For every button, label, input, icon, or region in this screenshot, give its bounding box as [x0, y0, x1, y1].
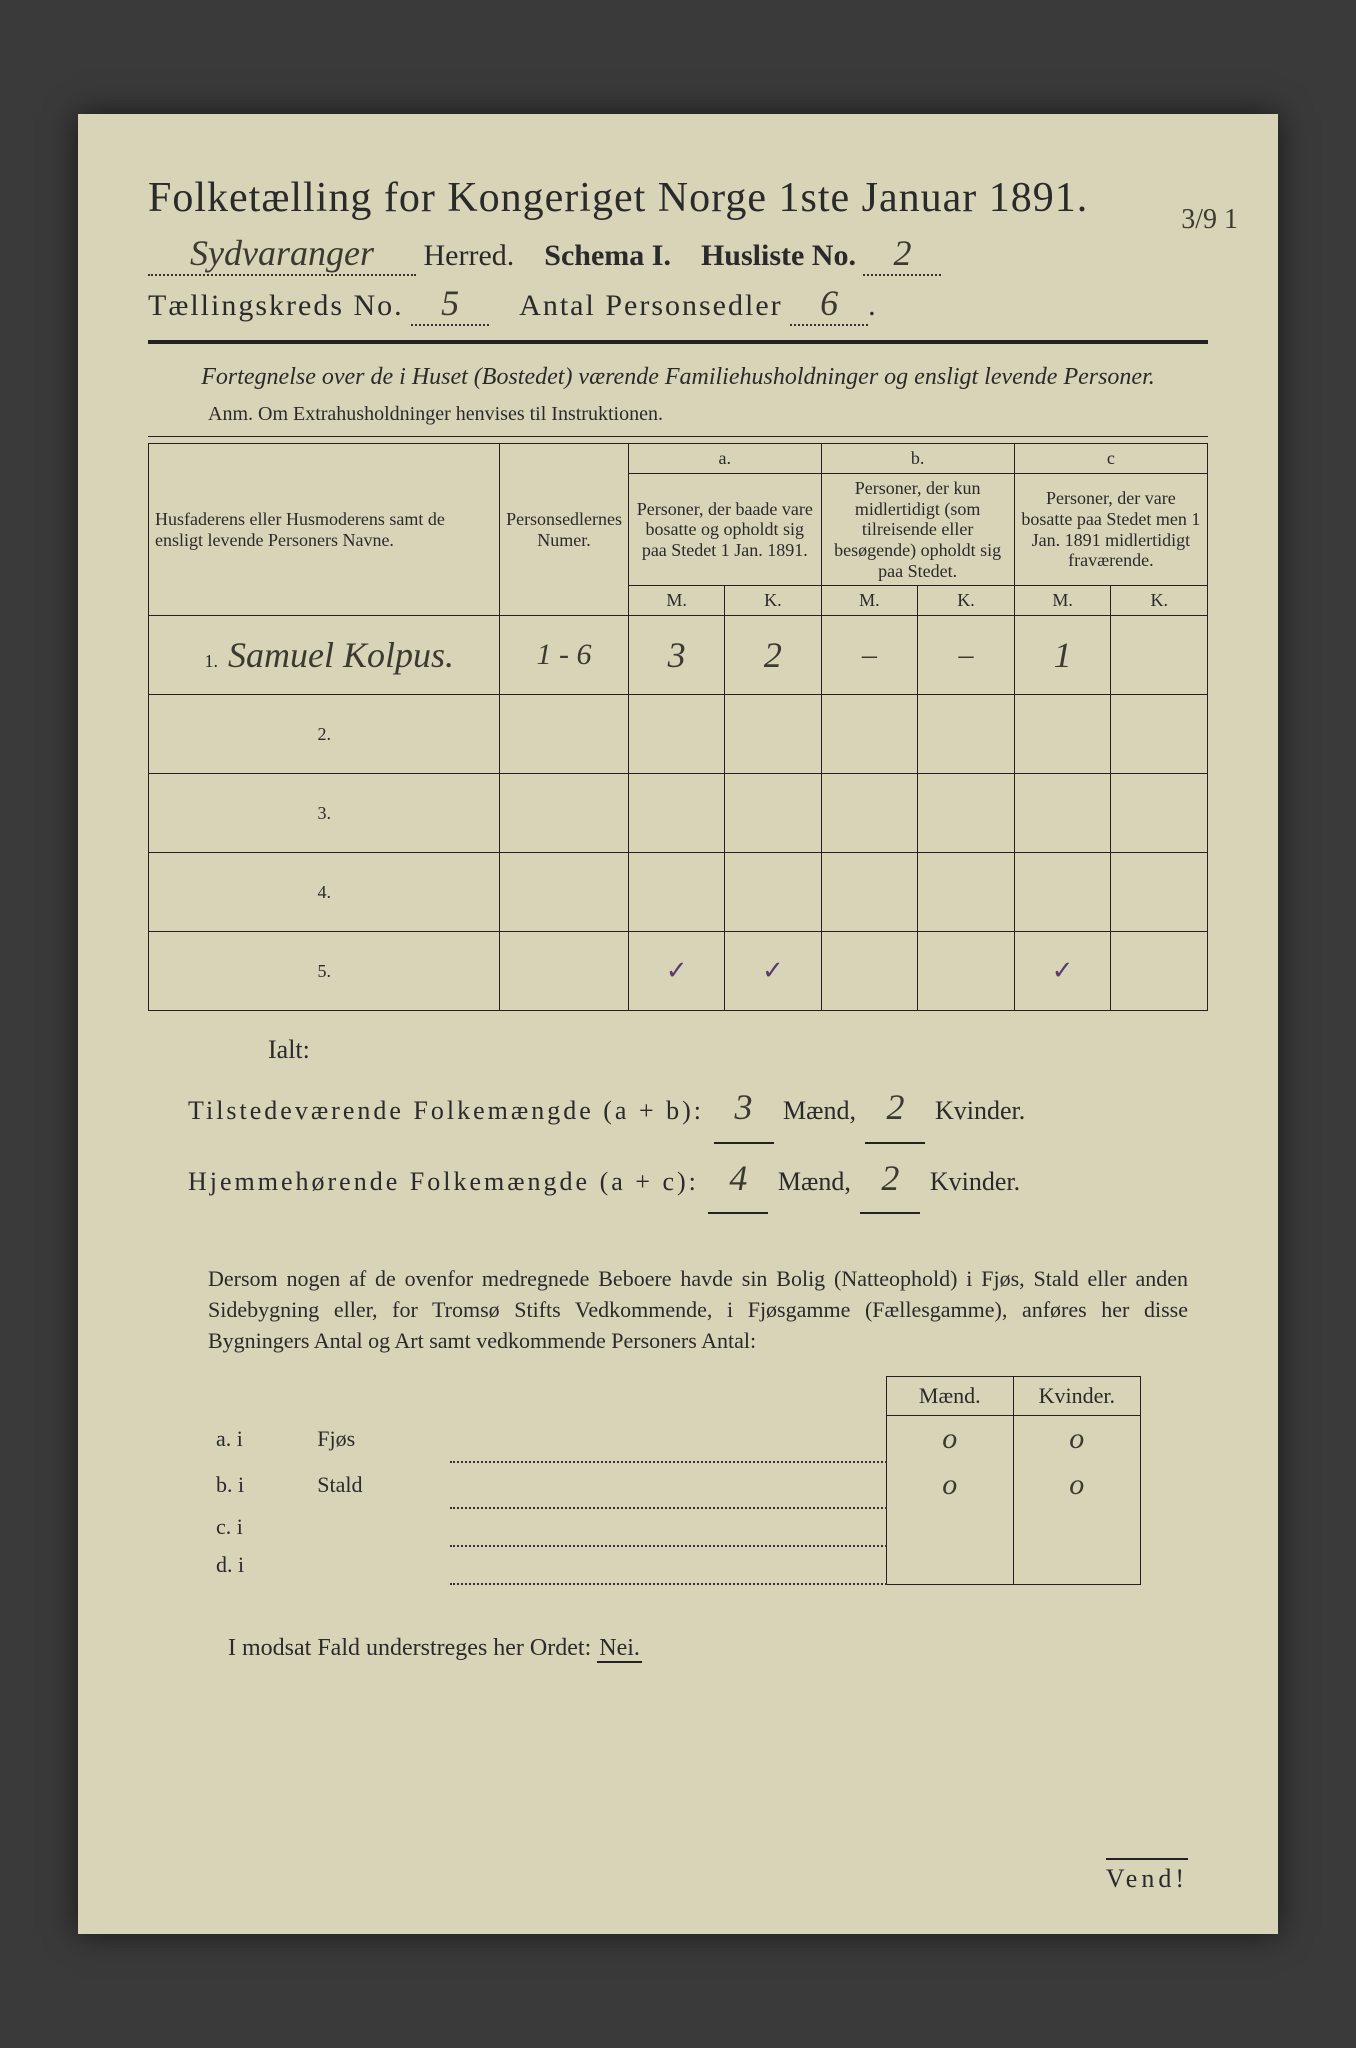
th-a-text: Personer, der baade vare bosatte og opho… [629, 473, 822, 585]
th-c-k: K. [1111, 586, 1208, 616]
total-line-ab: Tilstedeværende Folkemængde (a + b): 3 M… [188, 1073, 1208, 1143]
bld-name: Stald [309, 1462, 450, 1508]
total-ac-label: Hjemmehørende Folkemængde (a + c): [188, 1167, 699, 1196]
nei-text: I modsat Fald understreges her Ordet: [228, 1635, 591, 1661]
total-ac-k: 2 [860, 1144, 920, 1214]
ialt-label: Ialt: [268, 1035, 1208, 1065]
kvinder-label: Kvinder. [930, 1167, 1020, 1196]
page-title: Folketælling for Kongeriget Norge 1ste J… [148, 174, 1208, 222]
th-a-label: a. [629, 444, 822, 474]
cell: 1 [1054, 634, 1072, 676]
total-line-ac: Hjemmehørende Folkemængde (a + c): 4 Mæn… [188, 1144, 1208, 1214]
th-a-k: K. [725, 586, 821, 616]
herred-name-field: Sydvaranger [148, 232, 416, 276]
bld-head-m: Mænd. [886, 1377, 1013, 1416]
bld-m: o [942, 1422, 957, 1455]
row-num: 4. [307, 882, 331, 903]
herred-label: Herred. [424, 239, 515, 272]
th-c-text: Personer, der vare bosatte paa Stedet me… [1014, 473, 1207, 585]
bld-row: b. i Stald o o [208, 1462, 1140, 1508]
husliste-no-field: 2 [863, 232, 941, 276]
kvinder-label: Kvinder. [935, 1096, 1025, 1125]
table-row: 2. [149, 695, 1208, 774]
cell: 2 [764, 634, 782, 676]
bld-lab: c. i [208, 1508, 309, 1546]
cell: 3 [668, 634, 686, 676]
antal-field: 6 [790, 282, 868, 326]
anm-note: Anm. Om Extrahusholdninger henvises til … [208, 403, 1208, 426]
cell: – [862, 638, 877, 671]
totals-block: Tilstedeværende Folkemængde (a + b): 3 M… [188, 1073, 1208, 1214]
total-ab-label: Tilstedeværende Folkemængde (a + b): [188, 1096, 704, 1125]
divider [148, 340, 1208, 344]
husliste-label: Husliste No. [701, 239, 856, 272]
subtitle: Fortegnelse over de i Huset (Bostedet) v… [188, 362, 1168, 393]
nei-word: Nei. [597, 1635, 642, 1663]
kreds-no-field: 5 [411, 282, 489, 326]
tick-mark: ✓ [762, 956, 784, 985]
bld-name: Fjøs [309, 1416, 450, 1463]
bld-row: c. i [208, 1508, 1140, 1546]
th-b-m: M. [821, 586, 918, 616]
total-ac-m: 4 [708, 1144, 768, 1214]
tick-mark: ✓ [1052, 956, 1074, 985]
table-row: 5. ✓ ✓ ✓ [149, 932, 1208, 1011]
tick-mark: ✓ [666, 956, 688, 985]
antal-label: Antal Personsedler [519, 289, 782, 322]
row-name: Samuel Kolpus. [228, 634, 454, 676]
table-row: 4. [149, 853, 1208, 932]
schema-label: Schema I. [544, 239, 671, 272]
table-row: 3. [149, 774, 1208, 853]
table-row: 1. Samuel Kolpus. 1 - 6 3 2 – – 1 [149, 616, 1208, 695]
building-paragraph: Dersom nogen af de ovenfor medregnede Be… [208, 1264, 1188, 1356]
total-ab-k: 2 [865, 1073, 925, 1143]
divider-thin [148, 436, 1208, 437]
bld-lab: a. i [208, 1416, 309, 1463]
vend-label: Vend! [1106, 1858, 1188, 1894]
header-line-2: Sydvaranger Herred. Schema I. Husliste N… [148, 232, 1208, 276]
maend-label: Mænd, [783, 1096, 856, 1125]
th-c-label: c [1014, 444, 1207, 474]
kreds-label: Tællingskreds No. [148, 289, 404, 322]
bld-k: o [1069, 1468, 1084, 1501]
row-num: 2. [307, 724, 331, 745]
bld-k: o [1069, 1422, 1084, 1455]
bld-lab: b. i [208, 1462, 309, 1508]
th-b-k: K. [918, 586, 1015, 616]
th-names: Husfaderens eller Husmoderens samt de en… [149, 444, 500, 616]
th-a-m: M. [629, 586, 725, 616]
bld-lab: d. i [208, 1546, 309, 1584]
cell: – [958, 638, 973, 671]
header-line-3: Tællingskreds No. 5 Antal Personsedler 6… [148, 282, 1208, 326]
census-table: Husfaderens eller Husmoderens samt de en… [148, 443, 1208, 1011]
row-num: 3. [307, 803, 331, 824]
maend-label: Mænd, [778, 1167, 851, 1196]
building-table: Mænd. Kvinder. a. i Fjøs o o b. i Stald … [208, 1376, 1141, 1585]
row-num: 1. [194, 651, 218, 672]
margin-note: 3/9 1 [1181, 204, 1238, 236]
th-b-label: b. [821, 444, 1014, 474]
total-ab-m: 3 [714, 1073, 774, 1143]
bld-row: a. i Fjøs o o [208, 1416, 1140, 1463]
census-form-page: 3/9 1 Folketælling for Kongeriget Norge … [78, 114, 1278, 1934]
bld-row: d. i [208, 1546, 1140, 1584]
th-person-num: Personsedlernes Numer. [500, 444, 629, 616]
row-num: 5. [307, 961, 331, 982]
nei-line: I modsat Fald understreges her Ordet: Ne… [228, 1635, 1208, 1662]
bld-head-k: Kvinder. [1013, 1377, 1140, 1416]
bld-m: o [942, 1468, 957, 1501]
cell: 1 - 6 [537, 638, 592, 671]
th-c-m: M. [1014, 586, 1111, 616]
th-b-text: Personer, der kun midlertidigt (som tilr… [821, 473, 1014, 585]
